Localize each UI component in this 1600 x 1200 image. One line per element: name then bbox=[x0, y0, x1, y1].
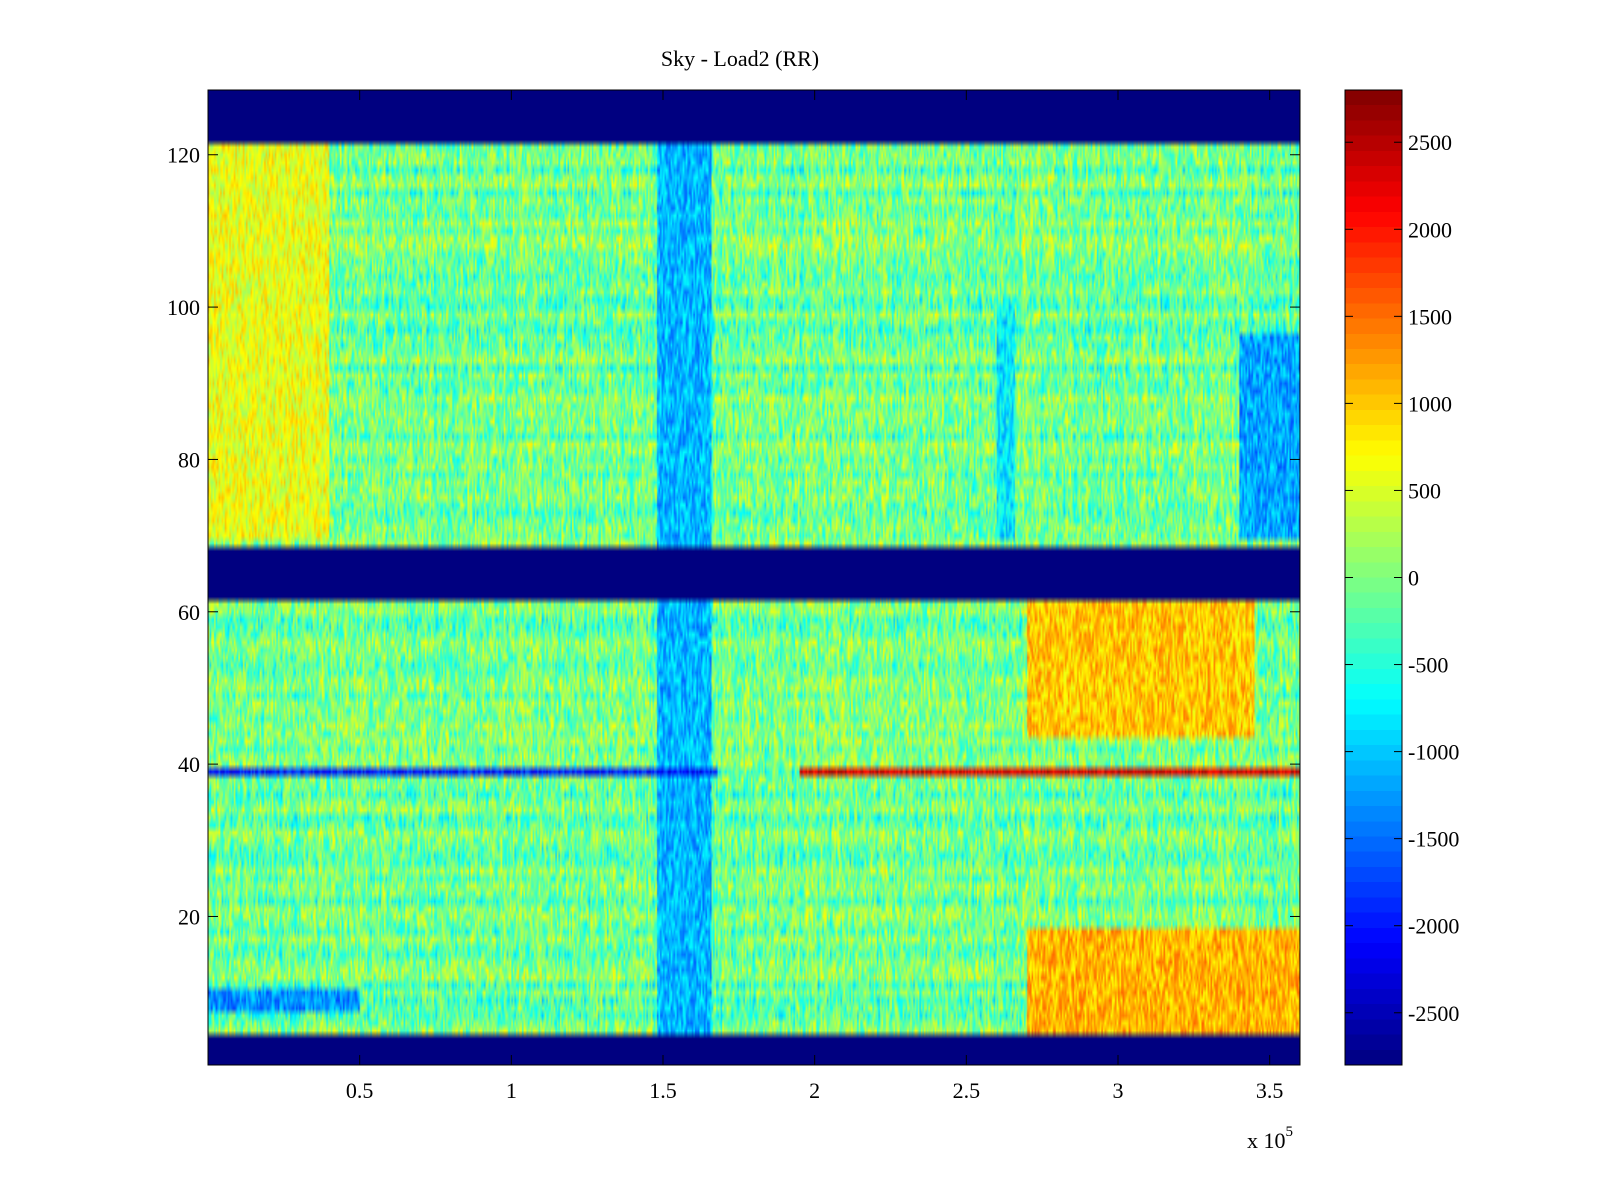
x-tick-label: 0.5 bbox=[346, 1078, 374, 1103]
x-tick-label: 2 bbox=[809, 1078, 820, 1103]
colorbar-tick-label: 1000 bbox=[1408, 391, 1452, 416]
y-tick-label: 60 bbox=[178, 600, 200, 625]
x-tick-label: 3 bbox=[1113, 1078, 1124, 1103]
colorbar-tick-label: -1500 bbox=[1408, 827, 1459, 852]
colorbar-tick-label: 2000 bbox=[1408, 217, 1452, 242]
x-tick-label: 3.5 bbox=[1256, 1078, 1284, 1103]
heatmap-image bbox=[208, 90, 1300, 1065]
x-exponent-power: 5 bbox=[1286, 1124, 1294, 1140]
y-tick-label: 40 bbox=[178, 752, 200, 777]
x-exponent-base: x 10 bbox=[1247, 1128, 1286, 1153]
y-tick-label: 80 bbox=[178, 447, 200, 472]
colorbar-image bbox=[1345, 90, 1402, 1065]
colorbar-tick-label: -1000 bbox=[1408, 740, 1459, 765]
colorbar-tick-label: 500 bbox=[1408, 478, 1441, 503]
colorbar-tick-label: 1500 bbox=[1408, 304, 1452, 329]
colorbar-tick-label: 2500 bbox=[1408, 130, 1452, 155]
y-tick-label: 20 bbox=[178, 904, 200, 929]
y-axis-ticks: 20 40 60 80 100 120 bbox=[167, 143, 1300, 929]
colorbar-tick-label: -500 bbox=[1408, 653, 1448, 678]
colorbar-tick-label: -2500 bbox=[1408, 1001, 1459, 1026]
axes-frame bbox=[207, 89, 1301, 1066]
x-tick-label: 2.5 bbox=[953, 1078, 981, 1103]
x-tick-label: 1 bbox=[506, 1078, 517, 1103]
x-tick-label: 1.5 bbox=[649, 1078, 677, 1103]
colorbar-ticks: 2500 2000 1500 1000 500 0 -500 -1000 -1500 -2000 -… bbox=[1345, 130, 1459, 1026]
y-tick-label: 120 bbox=[167, 143, 200, 168]
colorbar-tick-label: -2000 bbox=[1408, 914, 1459, 939]
x-axis-ticks: 0.5 1 1.5 2 2.5 3 3.5 bbox=[346, 90, 1284, 1103]
y-tick-label: 100 bbox=[167, 295, 200, 320]
x-axis-exponent: x 105 bbox=[1247, 1124, 1293, 1153]
colorbar-tick-label: 0 bbox=[1408, 566, 1419, 591]
chart-title: Sky - Load2 (RR) bbox=[661, 46, 819, 71]
